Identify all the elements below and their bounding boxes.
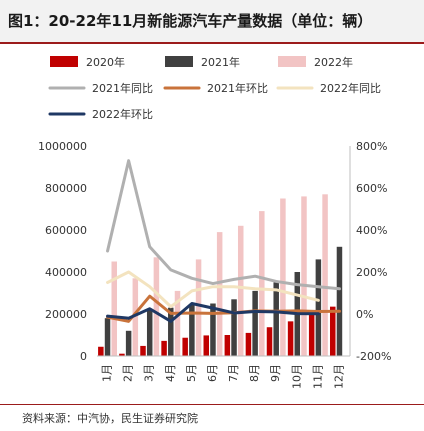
bar-2020年-5月 xyxy=(182,337,188,356)
line-2022年同比 xyxy=(106,270,320,309)
x-tick-label: 9月 xyxy=(269,364,282,382)
x-tick-label: 11月 xyxy=(311,364,324,389)
y-right-tick-label: 200% xyxy=(356,266,387,279)
x-tick-label: 2月 xyxy=(122,364,135,382)
bar-2021年-8月 xyxy=(252,290,258,356)
x-tick-label: 1月 xyxy=(101,364,114,382)
x-tick-label: 5月 xyxy=(185,364,198,382)
bar-2020年-3月 xyxy=(140,345,146,356)
bar-2022年-2月 xyxy=(132,278,139,356)
plot-area: 0 200000 400000 600000 800000 1000000 -200% 0% 2… xyxy=(38,140,391,389)
x-tick-label: 7月 xyxy=(227,364,240,382)
production-chart: 2020年 2021年 2022年 2021年同比 2021年环比 2022年同比 2022… xyxy=(38,55,391,389)
legend-1-swatch xyxy=(165,56,193,67)
line-2021年环比 xyxy=(106,294,341,323)
bar-2021年-3月 xyxy=(146,309,153,356)
legend-2-swatch xyxy=(278,56,306,67)
bar-2022年-3月 xyxy=(153,257,160,356)
line-2022年环比 xyxy=(106,302,320,323)
bar-2020年-11月 xyxy=(308,314,315,356)
bar-2022年-1月 xyxy=(111,261,117,356)
bar-2021年-12月 xyxy=(336,246,343,356)
bar-2022年-8月 xyxy=(259,211,265,356)
legend-2-label: 2022年 xyxy=(314,55,353,69)
bar-2020年-8月 xyxy=(245,332,252,356)
bar-2020年-7月 xyxy=(224,335,231,356)
line-2021年同比 xyxy=(106,159,341,291)
bar-2020年-6月 xyxy=(203,335,210,356)
legend-0-swatch xyxy=(50,56,78,67)
bar-2021年-4月 xyxy=(168,307,174,356)
y-right-tick-label: -200% xyxy=(356,350,391,363)
bar-2020年-10月 xyxy=(287,321,294,356)
bar-2021年-9月 xyxy=(273,282,279,356)
x-tick-label: 10月 xyxy=(290,364,303,389)
legend-1-label: 2021年 xyxy=(201,55,240,69)
bar-2020年-9月 xyxy=(266,327,273,356)
bar-2020年-2月 xyxy=(119,353,125,356)
y-left-tick-label: 0 xyxy=(80,350,87,363)
bar-2022年-6月 xyxy=(216,232,223,356)
legend-0-label: 2020年 xyxy=(86,55,125,69)
bar-2020年-4月 xyxy=(161,340,167,356)
source-note: 资料来源：中汽协，民生证券研究院 xyxy=(22,412,198,425)
bar-2020年-12月 xyxy=(330,306,336,356)
bar-2022年-7月 xyxy=(237,225,244,356)
chart-legend: 2020年 2021年 2022年 2021年同比 2021年环比 2022年同比 2022… xyxy=(48,55,381,121)
y-left-tick-label: 1000000 xyxy=(38,140,87,153)
bar-2021年-7月 xyxy=(231,299,237,356)
x-tick-label: 12月 xyxy=(332,364,345,389)
title-bar: 图1：20-22年11月新能源汽车产量数据（单位：辆） xyxy=(0,0,424,44)
chart-title: 图1：20-22年11月新能源汽车产量数据（单位：辆） xyxy=(8,12,373,30)
x-tick-label: 3月 xyxy=(143,364,156,382)
y-left-tick-label: 400000 xyxy=(45,266,87,279)
bar-2021年-5月 xyxy=(189,304,195,356)
bar-2022年-10月 xyxy=(301,196,307,356)
bar-2021年-1月 xyxy=(104,318,111,356)
y-right-tick-label: 600% xyxy=(356,182,387,195)
legend-3-label: 2021年同比 xyxy=(92,81,153,95)
legend-5-label: 2022年同比 xyxy=(320,81,381,95)
x-tick-label: 4月 xyxy=(164,364,177,382)
bar-2020年-1月 xyxy=(98,346,104,356)
bar-2021年-6月 xyxy=(210,303,216,356)
bar-2022年-5月 xyxy=(195,259,202,356)
y-left-tick-label: 200000 xyxy=(45,308,87,321)
bar-2021年-2月 xyxy=(125,330,132,356)
y-right-tick-label: 0% xyxy=(356,308,373,321)
y-left-tick-label: 800000 xyxy=(45,182,87,195)
legend-6-label: 2022年环比 xyxy=(92,107,153,121)
x-tick-label: 8月 xyxy=(248,364,261,382)
bar-2022年-9月 xyxy=(280,198,286,356)
y-right-tick-label: 800% xyxy=(356,140,387,153)
y-right-tick-label: 400% xyxy=(356,224,387,237)
bar-2022年-4月 xyxy=(174,290,181,356)
y-left-tick-label: 600000 xyxy=(45,224,87,237)
bar-2022年-11月 xyxy=(322,194,328,356)
x-tick-label: 6月 xyxy=(206,364,219,382)
legend-4-label: 2021年环比 xyxy=(207,81,268,95)
bar-2021年-11月 xyxy=(315,259,322,356)
footer: 资料来源：中汽协，民生证券研究院 xyxy=(0,404,424,431)
